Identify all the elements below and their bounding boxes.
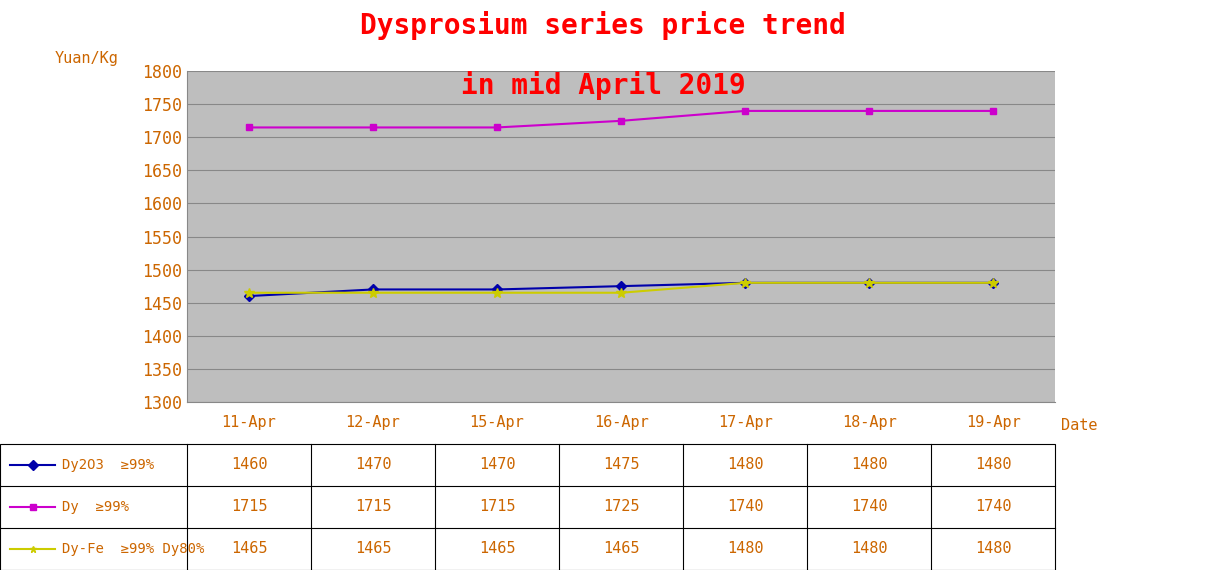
Text: 1465: 1465 — [355, 542, 391, 556]
Text: 19-Apr: 19-Apr — [966, 416, 1020, 430]
Text: 1475: 1475 — [603, 457, 639, 473]
Text: 1715: 1715 — [230, 499, 268, 515]
Text: 12-Apr: 12-Apr — [346, 416, 400, 430]
Text: 15-Apr: 15-Apr — [469, 416, 525, 430]
Text: 1725: 1725 — [603, 499, 639, 515]
Text: 1740: 1740 — [974, 499, 1012, 515]
Bar — [0, 444, 1055, 570]
Text: 16-Apr: 16-Apr — [593, 416, 649, 430]
Text: 1465: 1465 — [230, 542, 268, 556]
Text: Date: Date — [1061, 418, 1097, 433]
Text: Yuan/Kg: Yuan/Kg — [54, 51, 118, 66]
Text: Dysprosium series price trend: Dysprosium series price trend — [361, 11, 845, 40]
Text: 1470: 1470 — [479, 457, 515, 473]
Text: 1460: 1460 — [230, 457, 268, 473]
Text: 1480: 1480 — [851, 542, 888, 556]
Text: Dy  ≥99%: Dy ≥99% — [62, 500, 129, 514]
Text: 1480: 1480 — [727, 457, 763, 473]
Text: 1465: 1465 — [479, 542, 515, 556]
Text: 1715: 1715 — [479, 499, 515, 515]
Text: 17-Apr: 17-Apr — [718, 416, 773, 430]
Text: 1480: 1480 — [727, 542, 763, 556]
Text: 1465: 1465 — [603, 542, 639, 556]
Text: 1470: 1470 — [355, 457, 391, 473]
Text: 1715: 1715 — [355, 499, 391, 515]
Text: Dy2O3  ≥99%: Dy2O3 ≥99% — [62, 458, 154, 472]
Text: 1740: 1740 — [727, 499, 763, 515]
Text: 11-Apr: 11-Apr — [222, 416, 276, 430]
Text: in mid April 2019: in mid April 2019 — [461, 71, 745, 100]
Text: 1480: 1480 — [974, 457, 1012, 473]
Text: 18-Apr: 18-Apr — [842, 416, 896, 430]
Text: 1740: 1740 — [851, 499, 888, 515]
Text: 1480: 1480 — [851, 457, 888, 473]
Text: 1480: 1480 — [974, 542, 1012, 556]
Text: Dy-Fe  ≥99% Dy80%: Dy-Fe ≥99% Dy80% — [62, 542, 204, 556]
